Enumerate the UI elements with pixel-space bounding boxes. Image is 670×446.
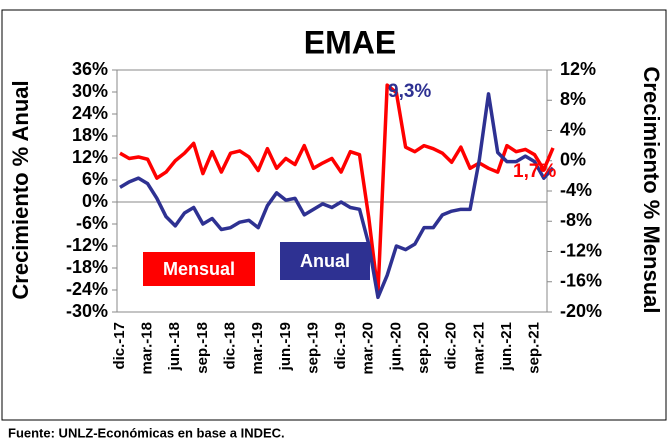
y-tick-label: -18% (66, 257, 108, 277)
annotation: 9,3% (388, 81, 431, 102)
y2-tick-label: 8% (560, 89, 586, 109)
y-tick-label: 30% (72, 81, 108, 101)
y-tick-label: -24% (66, 279, 108, 299)
source-note: Fuente: UNLZ-Económicas en base a INDEC. (8, 425, 285, 440)
x-tick-label: jun.-19 (277, 322, 294, 371)
x-tick-label: dic.-19 (332, 322, 349, 370)
y2-tick-label: -16% (560, 271, 602, 291)
x-tick-label: mar.-19 (249, 322, 266, 375)
y2-tick-label: -4% (560, 180, 592, 200)
y-axis-label: Crecimiento % Anual (8, 80, 33, 299)
annotation: 1,7% (513, 161, 556, 182)
x-tick-label: sep.-19 (304, 322, 321, 374)
y2-tick-label: -20% (560, 301, 602, 321)
x-tick-label: sep.-20 (415, 322, 432, 374)
x-tick-label: mar.-21 (470, 322, 487, 375)
x-tick-label: jun.-18 (166, 322, 183, 371)
series-line (119, 83, 555, 295)
x-tick-label: sep.-21 (526, 322, 543, 374)
legend-label: Anual (300, 251, 350, 271)
y-tick-label: 24% (72, 103, 108, 123)
y-tick-label: 0% (82, 191, 108, 211)
y2-tick-label: 4% (560, 119, 586, 139)
chart-border (1, 9, 667, 421)
y-tick-label: 36% (72, 59, 108, 79)
x-tick-label: jun.-21 (498, 322, 515, 371)
legend-label: Mensual (163, 259, 235, 279)
x-tick-label: dic.-20 (443, 322, 460, 370)
y-tick-label: 18% (72, 125, 108, 145)
legend-box (280, 242, 370, 280)
y2-tick-label: 12% (560, 59, 596, 79)
legend-box (143, 252, 255, 286)
y-tick-label: 12% (72, 147, 108, 167)
series-line (119, 92, 555, 300)
y-tick-label: -12% (66, 235, 108, 255)
y-tick-label: -30% (66, 301, 108, 321)
x-tick-label: dic.-17 (111, 322, 128, 370)
y-tick-label: -6% (76, 213, 108, 233)
y-tick-label: 6% (82, 169, 108, 189)
y2-tick-label: -8% (560, 210, 592, 230)
y2-tick-label: -12% (560, 240, 602, 260)
x-tick-label: mar.-18 (139, 322, 156, 375)
x-tick-label: mar.-20 (360, 322, 377, 375)
x-tick-label: sep.-18 (194, 322, 211, 374)
chart-title: EMAE (304, 24, 396, 60)
x-tick-label: dic.-18 (222, 322, 239, 370)
y2-tick-label: 0% (560, 150, 586, 170)
x-tick-label: jun.-20 (387, 322, 404, 371)
y2-axis-label: Crecimiento % Mensual (639, 67, 664, 314)
